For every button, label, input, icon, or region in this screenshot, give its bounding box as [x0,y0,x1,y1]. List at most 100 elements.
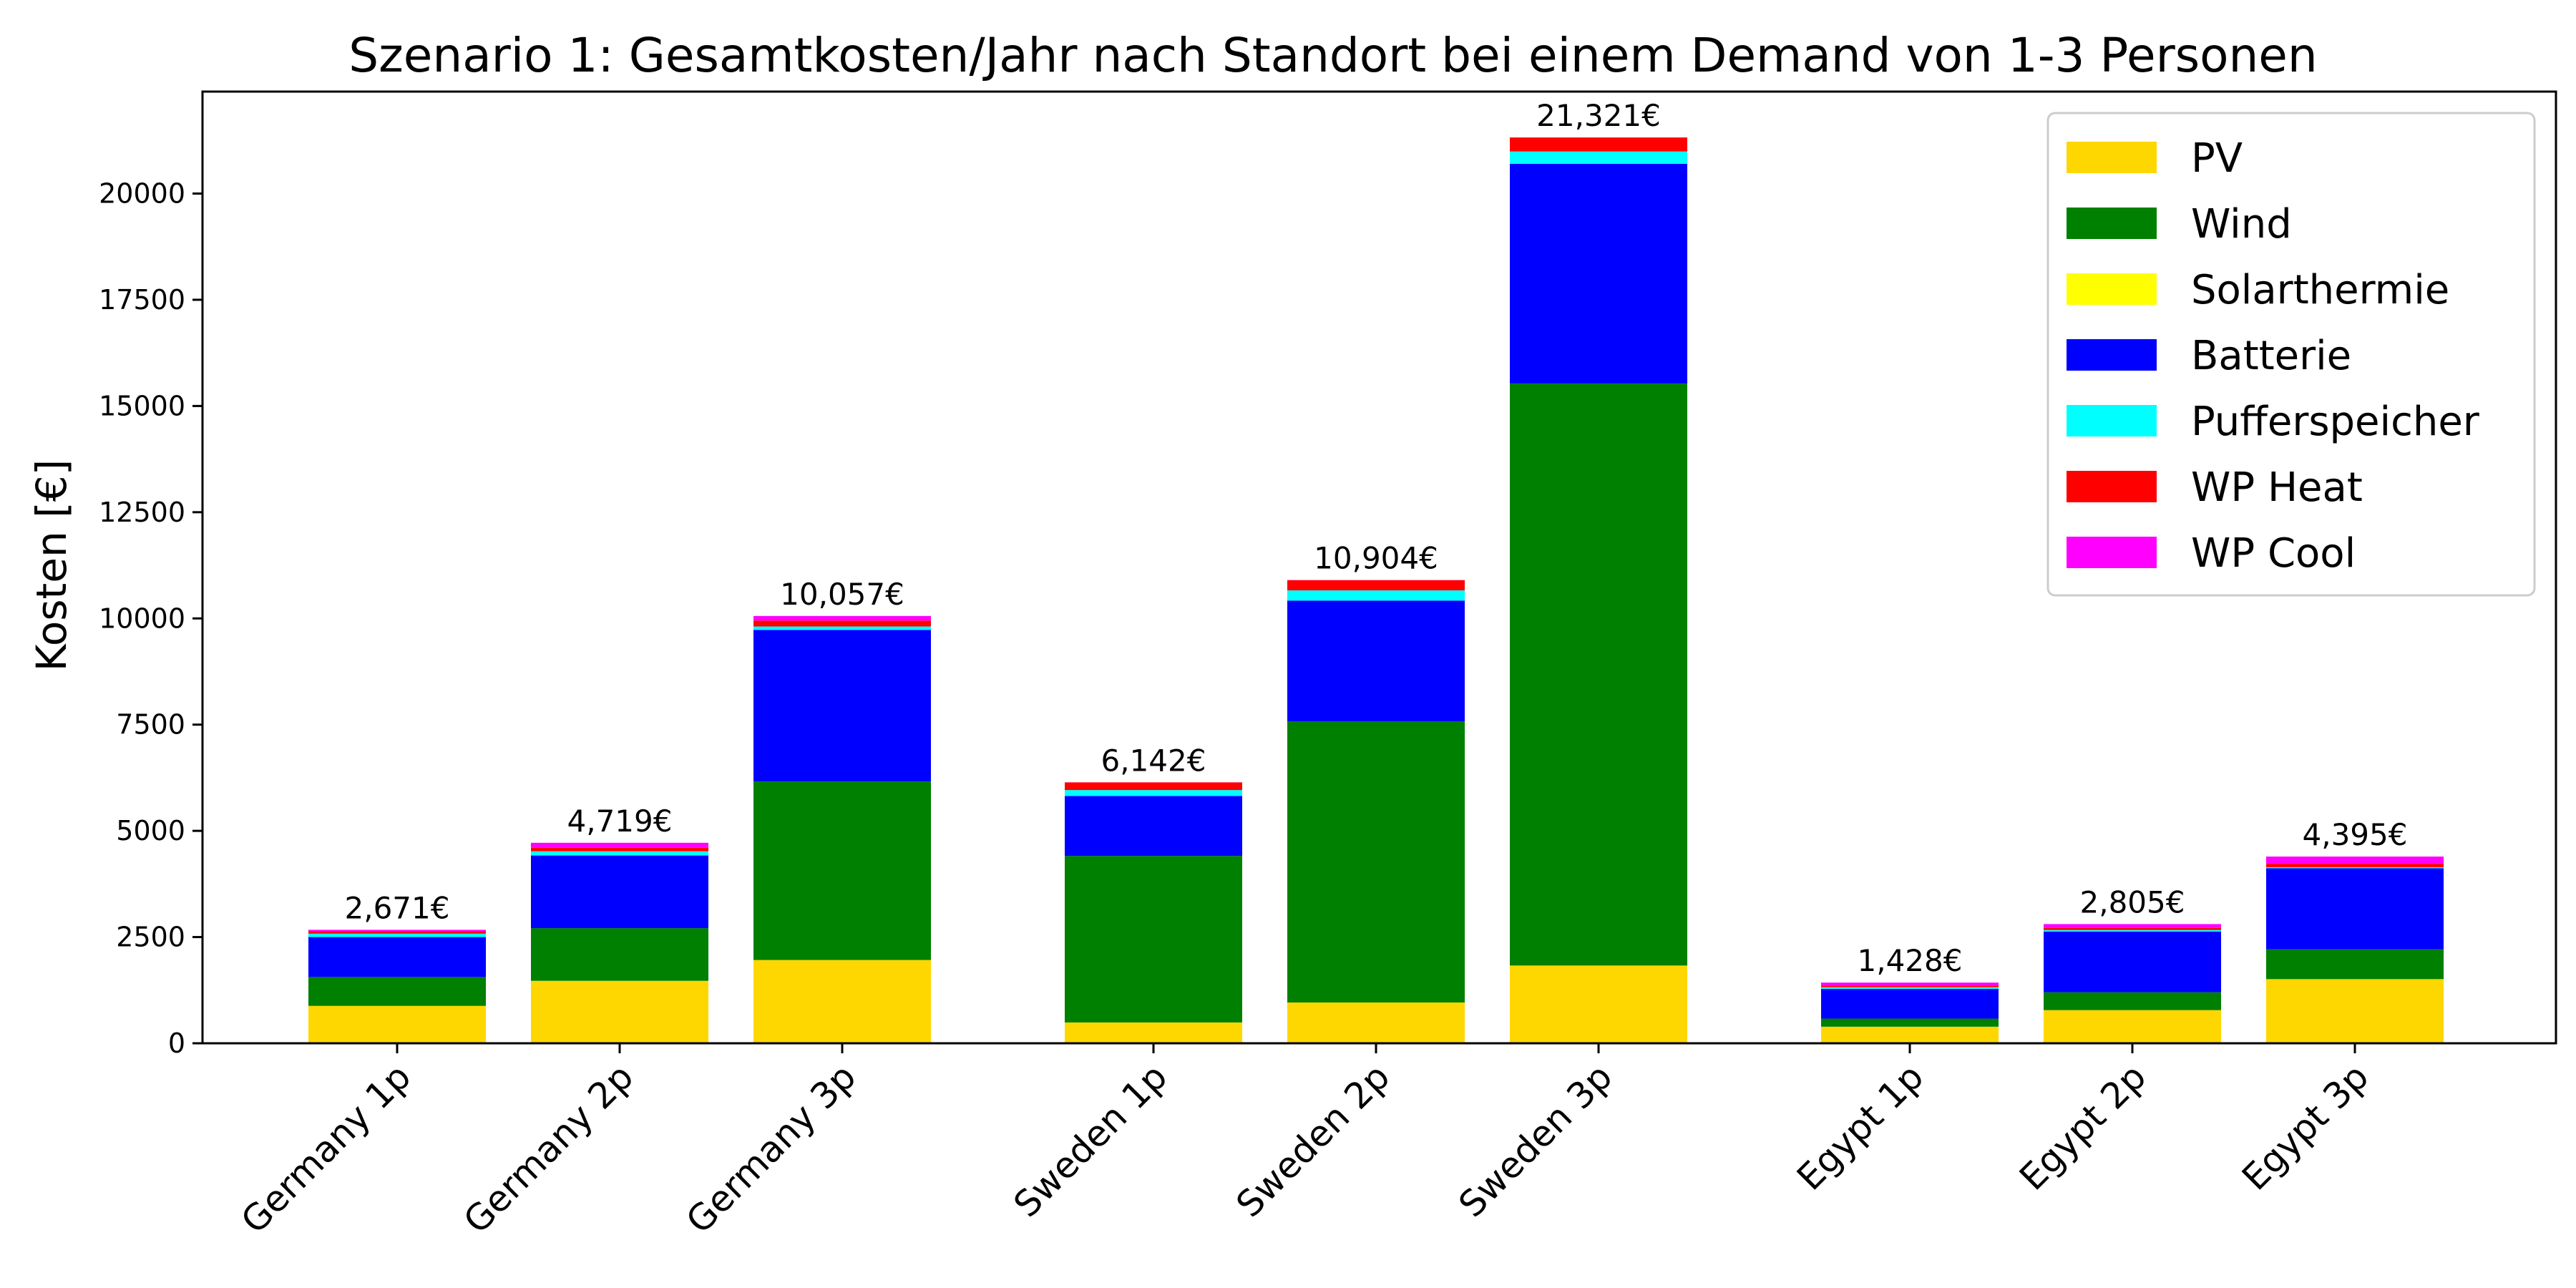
bar-segment-batterie [1065,796,1242,857]
y-tick-label: 15000 [99,390,185,421]
bar-segment-batterie [1287,600,1465,721]
y-tick-label: 20000 [99,178,185,210]
bar-total-label: 10,904€ [1314,541,1438,576]
legend-swatch [2067,273,2157,305]
bar-segment-pv [308,1005,486,1043]
bar-total-label: 2,805€ [2080,884,2185,919]
bar-segment-wind [1287,721,1465,1002]
x-tick-label: Egypt 2p [2011,1055,2154,1198]
y-axis-ticks: 0 2500 5000 7500 10000 12500 15000 17500 20000 [99,178,203,1059]
x-tick-label: Germany 3p [678,1055,864,1241]
bar-segment-wind [531,928,708,981]
bar-segment-wp-heat [1065,782,1242,791]
y-tick-label: 7500 [116,709,185,741]
legend-swatch [2067,471,2157,502]
legend: PV Wind Solarthermie Batterie Pufferspeicher… [2046,112,2536,597]
bar-segment-wind [308,977,486,1006]
bar-segment-wp-heat [2044,927,2221,930]
bar-segment-wp-cool [531,842,708,848]
bar-total-label: 10,057€ [780,577,904,612]
x-tick-label: Germany 2p [456,1055,642,1241]
x-tick-label: Sweden 1p [1006,1055,1176,1225]
bar-segment-wind [2044,992,2221,1010]
bar-segment-pufferspeicher [2044,930,2221,932]
bar-segment-wp-heat [2266,864,2444,867]
bar-segment-wind [1065,856,1242,1023]
bar-segment-pv [2266,979,2444,1043]
bar-segment-wind [1510,383,1687,966]
legend-label: Pufferspeicher [2191,399,2480,445]
x-tick-label: Sweden 3p [1451,1055,1621,1225]
bar-segment-pufferspeicher [1287,590,1465,601]
bar-segment-batterie [1821,989,1999,1019]
x-tick-label: Egypt 3p [2234,1055,2376,1198]
bar-segment-wp-heat [753,620,931,627]
legend-swatch [2067,537,2157,568]
legend-box [2046,112,2536,597]
bar-segment-pv [1510,965,1687,1043]
bar-segment-pv [531,980,708,1043]
bar-segment-pufferspeicher [1821,987,1999,989]
bar-total-label: 4,719€ [567,804,673,839]
bar-segment-wp-cool [2266,857,2444,864]
total-labels-layer: 2,671€ 4,719€ 10,057€ 6,142€ 10,904€ 21,321€ 1… [345,98,2408,978]
bar-segment-wp-cool [308,930,486,932]
bar-total-label: 21,321€ [1536,98,1661,133]
x-tick-label: Germany 1p [233,1055,419,1241]
bar-segment-pufferspeicher [531,851,708,856]
bar-segment-pufferspeicher [308,933,486,937]
bar-segment-pv [1287,1002,1465,1043]
bar-segment-pufferspeicher [1065,790,1242,796]
bar-segment-wp-cool [753,615,931,621]
bar-segment-wp-heat [1821,985,1999,987]
bar-segment-batterie [2266,868,2444,950]
bar-total-label: 1,428€ [1858,943,1963,978]
bar-segment-wp-heat [308,931,486,934]
y-tick-label: 2500 [116,922,185,953]
legend-swatch [2067,405,2157,436]
bar-total-label: 2,671€ [345,890,450,925]
bar-segment-pufferspeicher [1510,151,1687,164]
bar-segment-wp-cool [2044,924,2221,928]
bar-segment-wind [1821,1018,1999,1027]
legend-swatch [2067,339,2157,371]
bar-segment-wp-cool [1821,982,1999,986]
bar-segment-wind [2266,949,2444,980]
legend-swatch [2067,208,2157,239]
bar-segment-batterie [1510,163,1687,384]
bar-total-label: 4,395€ [2303,817,2408,852]
x-tick-label: Egypt 1p [1789,1055,1931,1198]
bar-segment-batterie [308,937,486,977]
plot-frame [201,90,2557,1045]
bar-segment-batterie [2044,931,2221,992]
legend-label: Wind [2191,201,2292,248]
bar-segment-batterie [753,630,931,782]
x-tick-label: Sweden 2p [1229,1055,1398,1225]
legend-label: Batterie [2191,333,2351,379]
bar-segment-batterie [531,855,708,929]
y-tick-label: 5000 [116,815,185,847]
y-axis-label: Kosten [€] [27,459,76,672]
legend-swatch [2067,142,2157,173]
legend-label: Solarthermie [2191,267,2449,313]
bar-segment-wp-heat [1287,580,1465,591]
legend-label: PV [2191,135,2243,182]
bar-total-label: 6,142€ [1101,743,1206,778]
bar-segment-pv [1065,1022,1242,1043]
legend-label: WP Heat [2191,464,2363,511]
bar-segment-pufferspeicher [2266,867,2444,869]
bar-segment-pufferspeicher [753,626,931,630]
y-tick-label: 0 [168,1028,185,1059]
bars-layer [308,137,2444,1043]
bar-segment-pv [1821,1026,1999,1043]
chart-title: Szenario 1: Gesamtkosten/Jahr nach Stand… [348,28,2318,83]
bar-segment-pv [2044,1010,2221,1043]
y-tick-label: 10000 [99,602,185,634]
bar-segment-wind [753,781,931,960]
x-axis-ticks: Germany 1p Germany 2p Germany 3p Sweden 1p S… [233,1043,2376,1241]
bar-segment-pv [753,960,931,1043]
legend-label: WP Cool [2191,530,2356,577]
y-tick-label: 17500 [99,284,185,316]
y-tick-label: 12500 [99,497,185,528]
